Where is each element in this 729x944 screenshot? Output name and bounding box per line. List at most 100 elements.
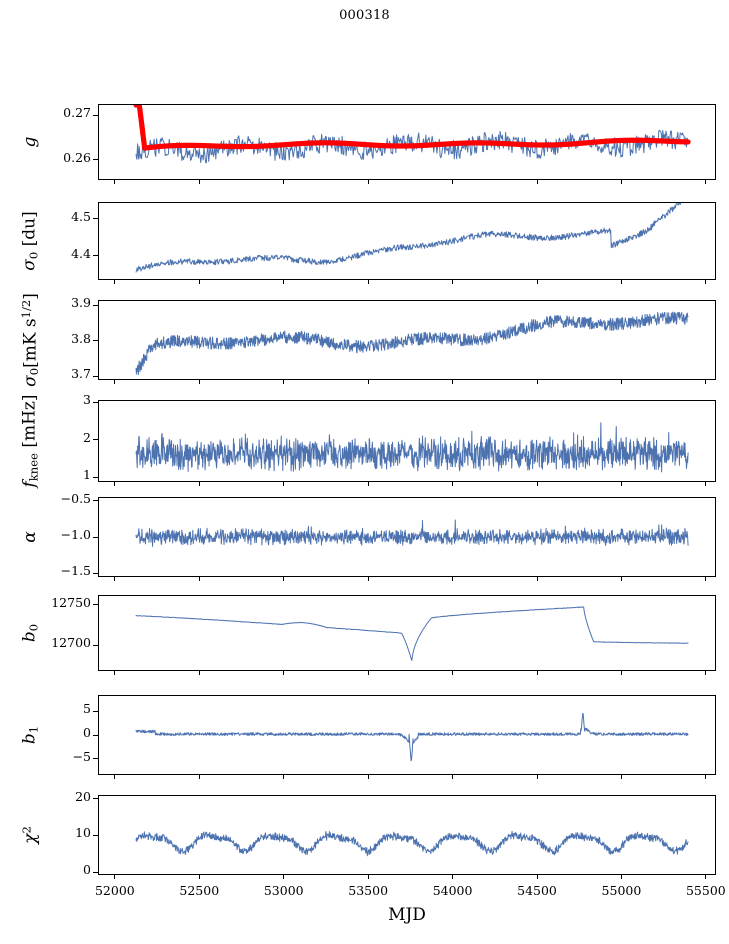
x-tick-mark bbox=[367, 180, 369, 184]
x-tick-mark bbox=[283, 875, 285, 879]
y-tick-mark bbox=[93, 340, 98, 342]
x-tick-mark bbox=[705, 775, 707, 779]
plot-panel-sigma-0-mk-s-1-2- bbox=[98, 300, 716, 380]
y-axis-label-f-knee-mhz-: fknee [mHz] bbox=[19, 394, 41, 488]
x-axis-label: MJD bbox=[388, 905, 426, 925]
y-tick-mark bbox=[93, 476, 98, 479]
x-tick-mark bbox=[283, 482, 285, 486]
y-tick-label: 3.8 bbox=[71, 330, 91, 346]
y-tick-mark bbox=[93, 114, 98, 116]
y-tick-label: 2 bbox=[83, 429, 91, 445]
y-axis-label-chi-2: χ2 bbox=[19, 826, 41, 844]
x-tick-mark bbox=[367, 577, 369, 581]
x-tick-mark bbox=[705, 380, 707, 384]
x-tick-mark bbox=[198, 380, 200, 384]
x-tick-label: 55500 bbox=[685, 883, 726, 898]
x-tick-mark bbox=[283, 671, 285, 675]
x-tick-mark bbox=[114, 280, 116, 284]
y-tick-mark bbox=[93, 255, 98, 257]
y-tick-label: 5 bbox=[83, 701, 91, 717]
panel-plot-area bbox=[99, 796, 715, 874]
x-tick-mark bbox=[198, 671, 200, 675]
x-tick-mark bbox=[367, 875, 369, 879]
y-tick-label: 12750 bbox=[51, 594, 91, 610]
panel-plot-area bbox=[99, 105, 715, 179]
x-tick-mark bbox=[367, 775, 369, 779]
x-tick-mark bbox=[283, 180, 285, 184]
x-tick-mark bbox=[198, 482, 200, 486]
plot-panel-b-1 bbox=[98, 695, 716, 775]
x-tick-mark bbox=[705, 577, 707, 581]
x-tick-mark bbox=[536, 577, 538, 581]
x-tick-label: 54500 bbox=[517, 883, 557, 898]
y-tick-label: 10 bbox=[75, 825, 91, 841]
y-axis-label-g: g bbox=[20, 136, 40, 148]
x-tick-mark bbox=[114, 875, 116, 879]
x-tick-mark bbox=[114, 775, 116, 779]
plot-panel-sigma-0-du- bbox=[98, 202, 716, 280]
x-tick-label: 53000 bbox=[263, 883, 304, 898]
y-tick-label: 3.7 bbox=[71, 366, 91, 382]
series-alpha bbox=[136, 520, 688, 547]
y-axis-label-b-0: b0 bbox=[19, 623, 41, 643]
panel-plot-area bbox=[99, 596, 715, 670]
y-axis-label-sigma-0-mk-s-1-2-: σ0[mK s1/2] bbox=[19, 293, 41, 387]
x-tick-mark bbox=[620, 671, 623, 675]
x-tick-mark bbox=[452, 577, 454, 581]
x-tick-mark bbox=[620, 875, 623, 879]
y-tick-label: 1 bbox=[83, 467, 91, 483]
y-tick-label: 4.4 bbox=[71, 245, 91, 261]
series-chi2 bbox=[136, 831, 688, 855]
x-tick-mark bbox=[536, 180, 538, 184]
y-tick-label: 0.27 bbox=[63, 105, 91, 121]
y-tick-mark bbox=[93, 758, 98, 760]
x-tick-mark bbox=[367, 280, 369, 284]
y-tick-mark bbox=[93, 159, 98, 161]
y-tick-label: −5 bbox=[72, 748, 91, 764]
x-tick-mark bbox=[452, 180, 454, 184]
series-sigma0-mK bbox=[136, 312, 688, 374]
x-tick-mark bbox=[620, 280, 623, 284]
x-tick-mark bbox=[620, 577, 623, 581]
series-sigma0-du bbox=[136, 203, 688, 272]
x-tick-mark bbox=[114, 577, 116, 581]
series-b1 bbox=[136, 713, 688, 760]
x-tick-mark bbox=[367, 380, 369, 384]
y-tick-label: −1.0 bbox=[60, 527, 91, 542]
y-tick-mark bbox=[93, 439, 98, 441]
x-tick-mark bbox=[283, 577, 285, 581]
x-tick-mark bbox=[452, 482, 454, 486]
y-tick-mark bbox=[93, 500, 98, 502]
x-tick-mark bbox=[620, 775, 623, 779]
panel-plot-area bbox=[99, 498, 715, 576]
x-tick-label: 52500 bbox=[179, 883, 220, 898]
y-tick-mark bbox=[93, 536, 98, 538]
y-tick-mark bbox=[93, 375, 98, 378]
y-tick-mark bbox=[93, 798, 98, 800]
x-tick-label: 54000 bbox=[432, 883, 473, 898]
y-tick-label: 0.26 bbox=[63, 149, 91, 165]
x-tick-mark bbox=[114, 671, 116, 675]
x-tick-mark bbox=[705, 671, 707, 675]
x-tick-mark bbox=[620, 380, 623, 384]
y-tick-mark bbox=[93, 734, 98, 736]
x-tick-mark bbox=[536, 875, 538, 879]
y-tick-mark bbox=[93, 604, 98, 606]
y-tick-mark bbox=[93, 710, 98, 713]
x-tick-mark bbox=[452, 280, 454, 284]
y-axis-label-b-1: b1 bbox=[19, 725, 41, 745]
x-tick-mark bbox=[536, 775, 538, 779]
panel-plot-area bbox=[99, 301, 715, 379]
x-tick-mark bbox=[198, 180, 200, 184]
x-tick-mark bbox=[452, 671, 454, 675]
panel-plot-area bbox=[99, 203, 715, 279]
x-tick-mark bbox=[705, 482, 707, 486]
plot-panel-b-0 bbox=[98, 595, 716, 671]
x-tick-mark bbox=[283, 280, 285, 284]
x-tick-mark bbox=[536, 671, 538, 675]
x-tick-mark bbox=[198, 577, 200, 581]
y-tick-mark bbox=[93, 572, 98, 574]
x-tick-label: 52000 bbox=[94, 883, 135, 898]
y-tick-mark bbox=[93, 834, 98, 836]
